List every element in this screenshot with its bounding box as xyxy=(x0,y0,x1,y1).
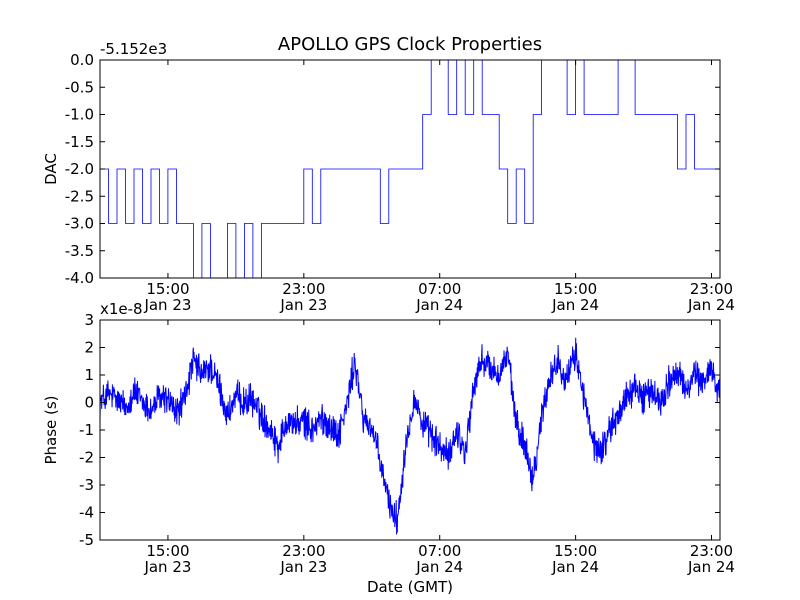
phase-ytick-label: -1 xyxy=(79,421,94,439)
dac-ytick-label: 0.0 xyxy=(70,51,94,69)
phase-xtick-label-date: Jan 23 xyxy=(279,558,327,576)
dac-ytick-label: -4.0 xyxy=(65,269,94,287)
dac-axes: 0.0 -0.5 -1.0 -1.5 -2.0 -2.5 -3.0 -3.5 -4.0 15:00… xyxy=(42,40,735,314)
dac-ytick-label: -1.0 xyxy=(65,106,94,124)
dac-ytick-label: -1.5 xyxy=(65,133,94,151)
phase-ytick-label: 3 xyxy=(84,311,94,329)
dac-ytick-label: -3.0 xyxy=(65,215,94,233)
figure-title: APOLLO GPS Clock Properties xyxy=(278,34,542,55)
phase-ytick-label: 2 xyxy=(84,339,94,357)
dac-xtick-label-date: Jan 24 xyxy=(551,296,599,314)
phase-ylabel: Phase (s) xyxy=(42,395,60,464)
dac-xtick-label-time: 15:00 xyxy=(146,280,189,298)
phase-xtick-label-date: Jan 24 xyxy=(687,558,735,576)
phase-xtick-label-time: 23:00 xyxy=(690,542,733,560)
phase-ytick-label: -4 xyxy=(79,504,94,522)
phase-xlabel: Date (GMT) xyxy=(367,578,453,596)
phase-ytick-label: -5 xyxy=(79,531,94,549)
phase-ytick-label: 1 xyxy=(84,366,94,384)
dac-xtick-label-time: 23:00 xyxy=(690,280,733,298)
phase-xtick-label-time: 23:00 xyxy=(282,542,325,560)
dac-ytick-label: -2.5 xyxy=(65,187,94,205)
phase-xtick-label-time: 15:00 xyxy=(146,542,189,560)
dac-ytick-label: -2.0 xyxy=(65,160,94,178)
phase-xtick-label-time: 15:00 xyxy=(554,542,597,560)
phase-xtick-label-time: 07:00 xyxy=(418,542,461,560)
dac-xtick-label-time: 23:00 xyxy=(282,280,325,298)
phase-offset-text: x1e-8 xyxy=(100,300,143,318)
phase-ytick-label: -3 xyxy=(79,476,94,494)
dac-xtick-label-time: 15:00 xyxy=(554,280,597,298)
dac-ytick-label: -3.5 xyxy=(65,242,94,260)
dac-offset-text: -5.152e3 xyxy=(100,40,167,58)
phase-xtick-label-date: Jan 24 xyxy=(551,558,599,576)
dac-xtick-label-date: Jan 24 xyxy=(415,296,463,314)
phase-series-line xyxy=(99,337,721,535)
dac-ylabel: DAC xyxy=(42,153,60,185)
phase-xtick-label-date: Jan 24 xyxy=(415,558,463,576)
dac-xtick-label-time: 07:00 xyxy=(418,280,461,298)
dac-xtick-label-date: Jan 23 xyxy=(279,296,327,314)
dac-series-line xyxy=(100,59,721,279)
dac-ytick-label: -0.5 xyxy=(65,78,94,96)
dac-xtick-label-date: Jan 23 xyxy=(143,296,191,314)
phase-ytick-label: 0 xyxy=(84,394,94,412)
phase-xtick-label-date: Jan 23 xyxy=(143,558,191,576)
phase-ytick-label: -2 xyxy=(79,449,94,467)
dac-xtick-label-date: Jan 24 xyxy=(687,296,735,314)
